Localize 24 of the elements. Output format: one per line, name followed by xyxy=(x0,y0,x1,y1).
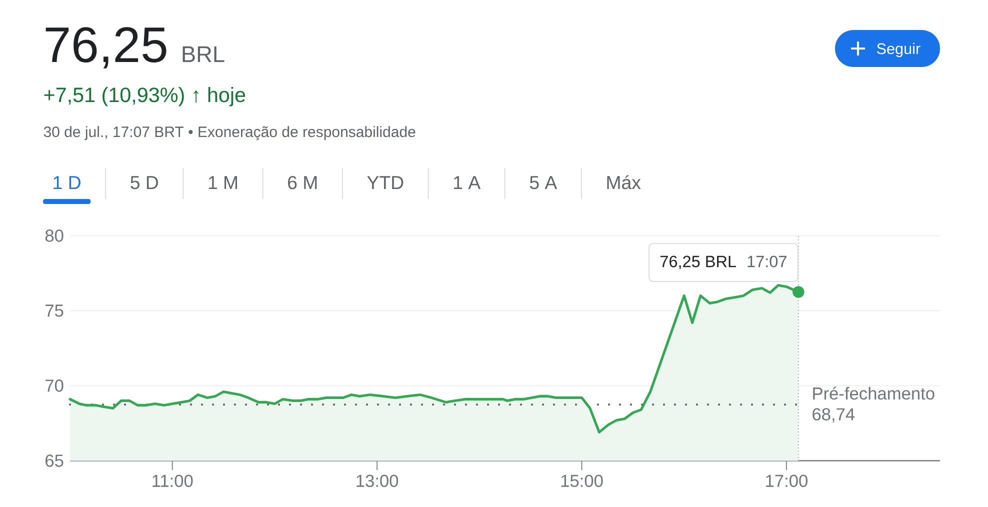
text: 1 D xyxy=(54,176,80,189)
y-tick-label: 65 xyxy=(46,454,64,467)
ref-line-label: Pré-fechamento 68,74 xyxy=(812,386,934,422)
text: YTD xyxy=(367,176,404,189)
annotation: 17:07 xyxy=(748,256,786,268)
text: 1 M xyxy=(208,176,238,189)
chart-subtitle: +7,51 (10,93%) ↑ hoje xyxy=(44,87,246,106)
x-tick-label: 15:00 xyxy=(561,474,603,488)
x-tick-label: 11:00 xyxy=(152,474,193,488)
text: Seguir xyxy=(876,42,920,58)
text: Máx xyxy=(607,175,641,190)
chart-title: 76,25 xyxy=(46,27,166,68)
annotation: 76,25 BRL xyxy=(660,256,736,270)
y-tick-label: 70 xyxy=(46,380,64,392)
text: BRL xyxy=(182,46,224,62)
x-tick-label: 17:00 xyxy=(766,474,808,488)
text: 6 M xyxy=(288,176,317,190)
y-tick-label: 80 xyxy=(45,230,64,242)
text: 5 A xyxy=(530,176,558,190)
text: 5 D xyxy=(130,176,158,190)
text: 30 de jul., 17:07 BRT • Exoneração de responsabilidade xyxy=(44,126,416,140)
x-tick-label: 13:00 xyxy=(356,474,398,488)
y-tick-label: 75 xyxy=(46,304,64,317)
text: 1 A xyxy=(454,176,481,189)
